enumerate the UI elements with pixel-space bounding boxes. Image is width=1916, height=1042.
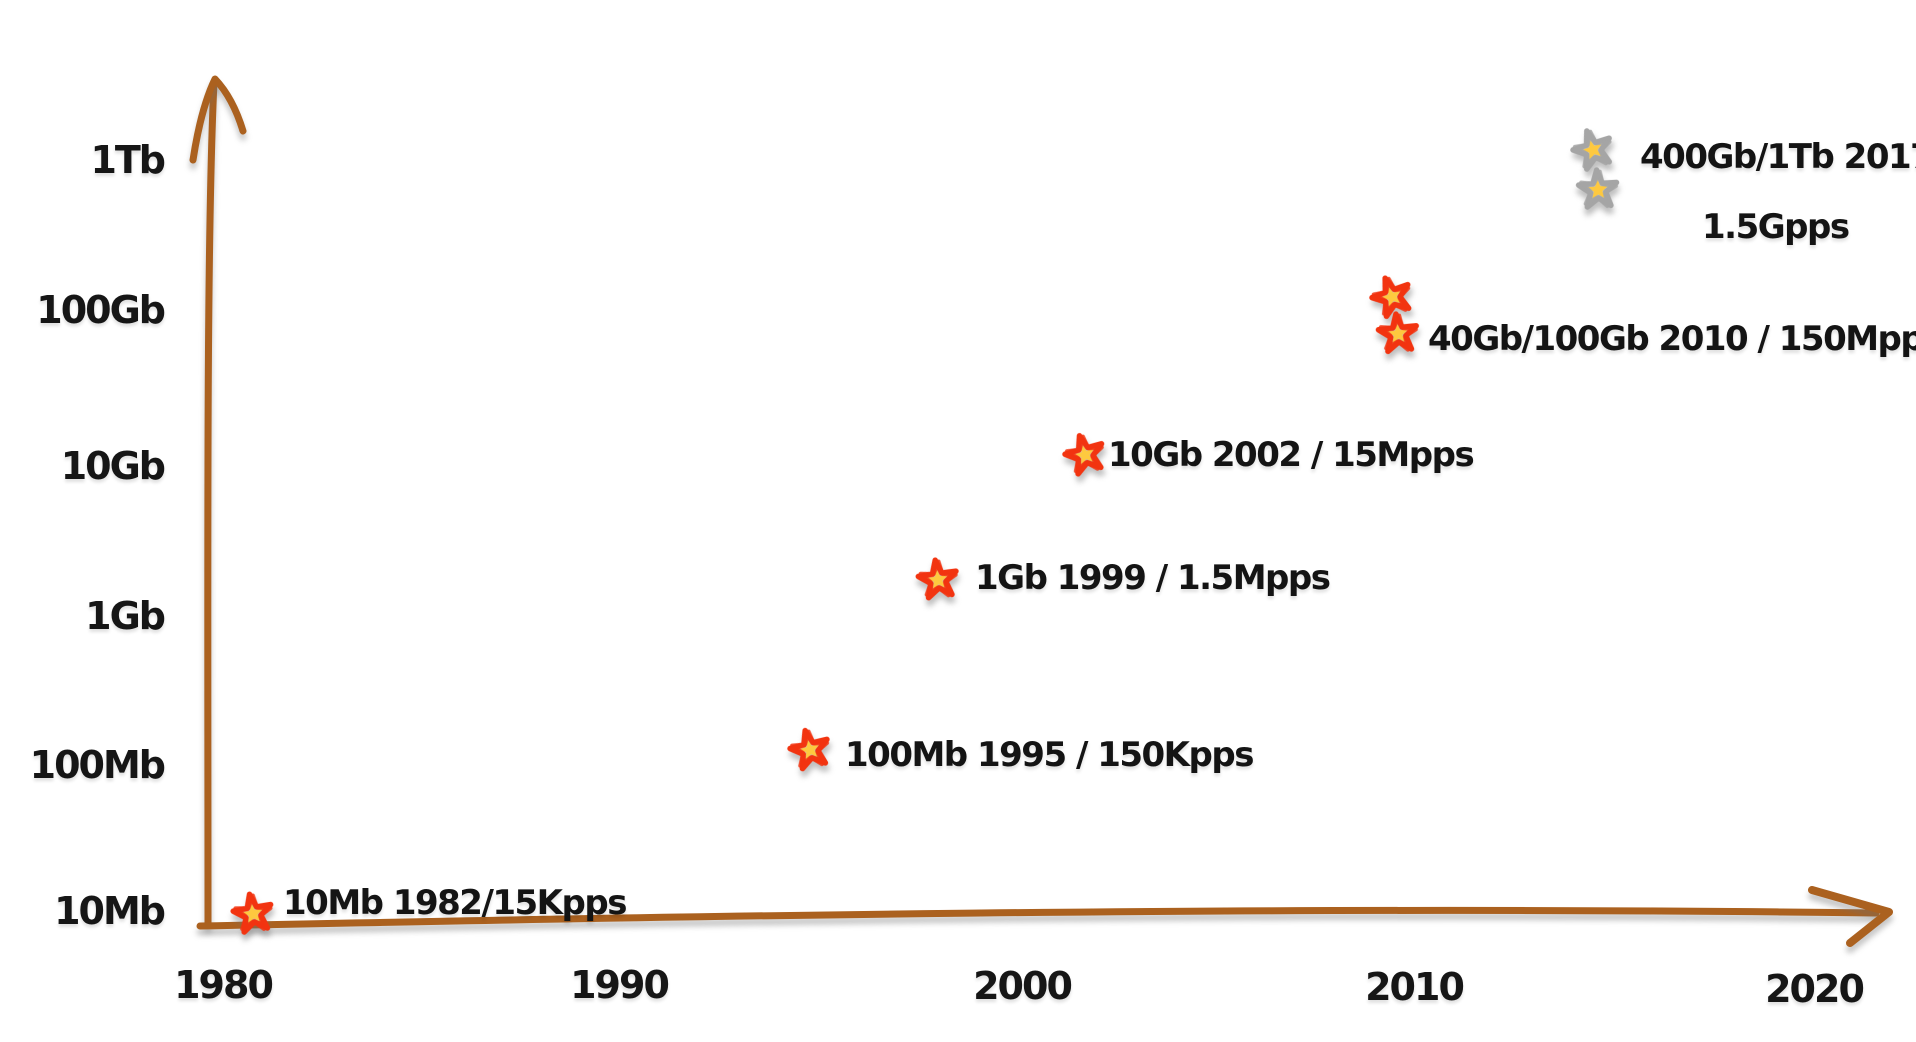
y-axis-arrowhead-icon [189,75,247,164]
y-tick-10mb: 10Mb [54,889,166,933]
red-star-icon [225,886,281,942]
data-point-label-100mb: 100Mb 1995 / 150Kpps [845,735,1254,775]
y-tick-100gb: 100Gb [36,288,166,332]
data-point-label-10gb: 10Gb 2002 / 15Mpps [1108,435,1475,475]
y-tick-1gb: 1Gb [85,594,166,638]
gray-star-icon [1572,164,1623,215]
data-point-label-1gb: 1Gb 1999 / 1.5Mpps [975,558,1331,598]
data-point-label-400gb-1tb: 400Gb/1Tb 2017? [1640,137,1916,177]
data-point-label-10mb: 10Mb 1982/15Kpps [283,883,627,923]
x-tick-1980: 1980 [174,963,274,1007]
x-tick-2020: 2020 [1765,967,1865,1011]
y-axis-line [204,78,218,928]
x-tick-2000: 2000 [973,964,1073,1008]
red-star-icon [1372,308,1425,361]
y-tick-1tb: 1Tb [90,138,166,182]
x-tick-2010: 2010 [1365,965,1465,1009]
y-tick-10gb: 10Gb [60,444,166,488]
data-point-label-1-5gpps: 1.5Gpps [1702,207,1850,247]
x-axis-arrowhead-icon [1808,886,1893,947]
x-axis-line [196,906,1880,930]
y-tick-100mb: 100Mb [29,743,166,787]
x-tick-1990: 1990 [570,963,670,1007]
red-star-icon [911,553,965,607]
data-point-label-40gb-100gb: 40Gb/100Gb 2010 / 150Mpps [1428,319,1916,359]
